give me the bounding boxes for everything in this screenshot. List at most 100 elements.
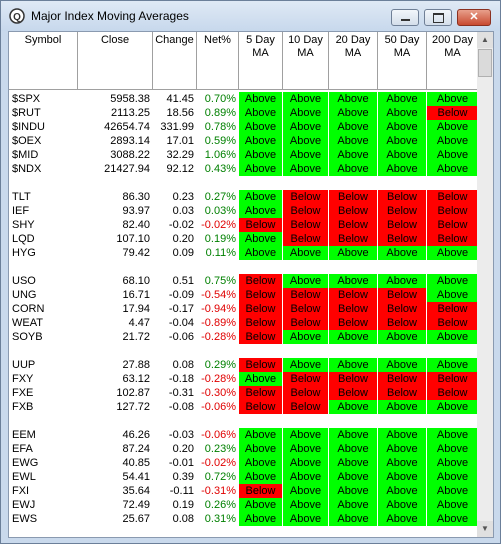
ma-status-cell: Below: [329, 204, 378, 218]
header-text: MA: [393, 47, 411, 59]
ma-status-cell: Above: [329, 484, 378, 498]
header-text: 50 Day: [384, 34, 420, 46]
window-title: Major Index Moving Averages: [31, 9, 189, 23]
ma-status-cell: Above: [239, 456, 283, 470]
ma-status-cell: Above: [239, 246, 283, 260]
symbol-cell: FXY: [12, 373, 34, 385]
net-percent-cell: 1.06%: [204, 149, 236, 161]
minimize-button[interactable]: [391, 9, 419, 26]
ma-status-cell: Above: [427, 288, 477, 302]
ma-status-cell: Above: [239, 428, 283, 442]
net-percent-cell: -0.06%: [201, 429, 236, 441]
ma-status-cell: Below: [329, 190, 378, 204]
ma-status-cell: Above: [283, 106, 329, 120]
maximize-button[interactable]: [424, 9, 452, 26]
vertical-scrollbar[interactable]: ▲ ▼: [477, 32, 493, 537]
net-percent-cell: -0.89%: [201, 317, 236, 329]
change-cell: -0.11: [169, 485, 194, 497]
ma-status-cell: Above: [378, 400, 427, 414]
ma-status-cell: Below: [239, 330, 283, 344]
close-cell: 2113.25: [111, 107, 150, 119]
app-icon: Q: [9, 8, 25, 24]
header-text: 200 Day: [432, 34, 473, 46]
ma-status-cell: Above: [329, 512, 378, 526]
ma-status-cell: Above: [283, 330, 329, 344]
close-cell: 16.71: [122, 289, 150, 301]
ma-status-cell: Below: [239, 386, 283, 400]
ma-status-cell: Above: [283, 456, 329, 470]
ma-status-cell: Above: [283, 148, 329, 162]
ma-status-cell: Above: [329, 456, 378, 470]
ma-status-cell: Below: [283, 316, 329, 330]
ma-status-cell: Below: [283, 302, 329, 316]
ma-status-cell: Below: [378, 190, 427, 204]
ma-status-cell: Above: [427, 120, 477, 134]
column-header: 200 Day MA: [427, 32, 477, 90]
ma-status-cell: Above: [283, 162, 329, 176]
change-cell: 331.99: [160, 121, 194, 133]
net-percent-cell: -0.02%: [201, 219, 236, 231]
ma-status-cell: Below: [239, 288, 283, 302]
ma-status-cell: Below: [283, 218, 329, 232]
symbol-cell: $RUT: [12, 107, 41, 119]
ma-status-cell: Above: [427, 162, 477, 176]
ma-status-cell: Above: [239, 134, 283, 148]
ma-status-cell: Below: [329, 218, 378, 232]
column-header: 20 Day MA: [329, 32, 378, 90]
header-text: 5 Day: [246, 34, 275, 46]
close-cell: 107.10: [116, 233, 150, 245]
close-cell: 54.41: [122, 471, 150, 483]
ma-status-cell: Above: [239, 372, 283, 386]
ma-status-cell: Below: [427, 190, 477, 204]
ma-status-cell: Above: [427, 484, 477, 498]
ma-status-cell: Above: [378, 92, 427, 106]
ma-status-cell: Above: [427, 148, 477, 162]
symbol-cell: USO: [12, 275, 36, 287]
ma-status-cell: Below: [427, 232, 477, 246]
ma-status-cell: Above: [378, 330, 427, 344]
ma-status-cell: Above: [283, 428, 329, 442]
ma-status-cell: Above: [239, 442, 283, 456]
close-cell: 72.49: [122, 499, 150, 511]
svg-text:Q: Q: [13, 12, 21, 23]
change-cell: -0.18: [168, 373, 194, 385]
change-cell: 0.39: [172, 471, 194, 483]
change-cell: -0.01: [168, 457, 194, 469]
ma-status-cell: Above: [239, 162, 283, 176]
ma-status-cell: Above: [427, 274, 477, 288]
ma-status-cell: Above: [427, 246, 477, 260]
ma-status-cell: Above: [283, 358, 329, 372]
symbol-cell: WEAT: [12, 317, 43, 329]
ma-status-cell: Above: [283, 120, 329, 134]
net-percent-cell: 0.72%: [204, 471, 236, 483]
ma-status-cell: Above: [378, 470, 427, 484]
ma-status-cell: Below: [378, 316, 427, 330]
net-percent-cell: 0.11%: [205, 247, 236, 259]
ma-status-cell: Above: [378, 148, 427, 162]
ma-status-cell: Above: [329, 106, 378, 120]
close-cell: 4.47: [128, 317, 150, 329]
ma-status-cell: Above: [427, 92, 477, 106]
ma-status-cell: Below: [283, 204, 329, 218]
close-cell: 79.42: [122, 247, 150, 259]
ma-status-cell: Below: [283, 190, 329, 204]
net-percent-cell: 0.43%: [204, 163, 236, 175]
ma-status-cell: Below: [283, 372, 329, 386]
header-text: Net%: [204, 34, 231, 46]
symbol-cell: EWL: [12, 471, 36, 483]
ma-status-cell: Above: [239, 498, 283, 512]
change-cell: 0.51: [172, 275, 194, 287]
symbol-cell: SOYB: [12, 331, 43, 343]
change-cell: 0.20: [172, 443, 194, 455]
header-text: MA: [297, 47, 314, 59]
symbol-cell: IEF: [12, 205, 30, 217]
ma-status-cell: Above: [283, 512, 329, 526]
ma-status-cell: Below: [378, 204, 427, 218]
ma-status-cell: Above: [427, 330, 477, 344]
header-text: 20 Day: [335, 34, 371, 46]
ma-status-cell: Above: [239, 204, 283, 218]
ma-status-cell: Above: [239, 120, 283, 134]
ma-status-cell: Above: [427, 400, 477, 414]
net-percent-cell: 0.31%: [204, 513, 236, 525]
close-button[interactable]: ✕: [457, 9, 491, 26]
